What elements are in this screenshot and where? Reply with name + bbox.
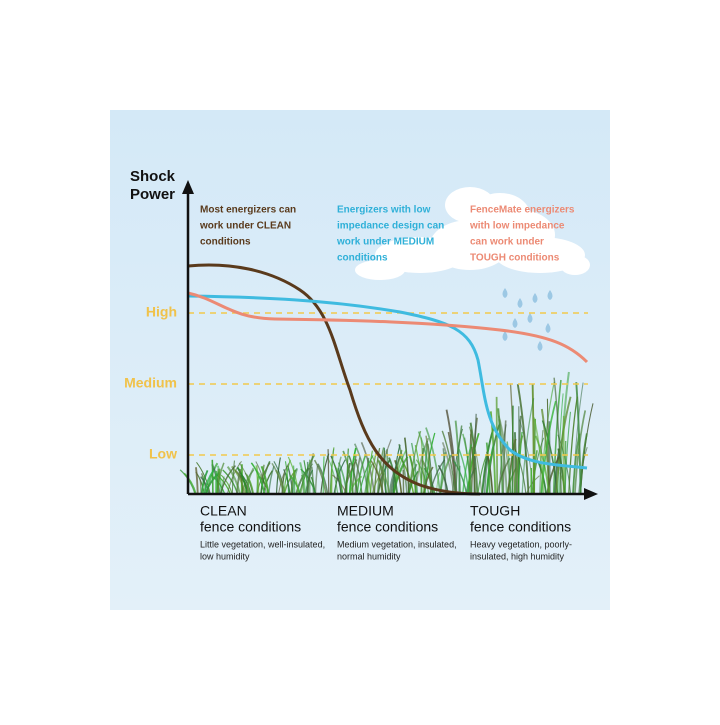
annotation: with low impedance	[469, 221, 565, 232]
level-label: Medium	[124, 375, 177, 391]
annotation: can work under	[470, 237, 544, 248]
condition-detail: insulated, high humidity	[470, 551, 565, 561]
annotation: work under MEDIUM	[336, 237, 434, 248]
condition-detail: Medium vegetation, insulated,	[337, 539, 457, 549]
annotation: conditions	[337, 253, 388, 264]
condition-title: MEDIUM	[337, 503, 394, 519]
condition-detail: Heavy vegetation, poorly-	[470, 539, 572, 549]
annotation: FenceMate energizers	[470, 205, 575, 216]
axis-title: Shock	[130, 168, 176, 185]
condition-subtitle: fence conditions	[337, 519, 438, 535]
grass-blade	[512, 406, 513, 494]
annotation: impedance design can	[337, 221, 444, 232]
condition-detail: normal humidity	[337, 551, 401, 561]
annotation: Most energizers can	[200, 205, 296, 216]
grass-blade	[497, 397, 498, 494]
condition-detail: low humidity	[200, 551, 250, 561]
condition-subtitle: fence conditions	[470, 519, 571, 535]
condition-subtitle: fence conditions	[200, 519, 301, 535]
level-label: High	[146, 304, 177, 320]
condition-title: TOUGH	[470, 503, 520, 519]
condition-detail: Little vegetation, well-insulated,	[200, 539, 325, 549]
panel	[110, 110, 610, 610]
annotation: work under CLEAN	[199, 221, 291, 232]
annotation: Energizers with low	[337, 205, 431, 216]
axis-title: Power	[130, 186, 175, 203]
condition-title: CLEAN	[200, 503, 247, 519]
grass-blade	[565, 441, 566, 494]
annotation: conditions	[200, 237, 251, 248]
level-label: Low	[149, 446, 177, 462]
grass-blade	[212, 460, 213, 494]
annotation: TOUGH conditions	[470, 253, 560, 264]
